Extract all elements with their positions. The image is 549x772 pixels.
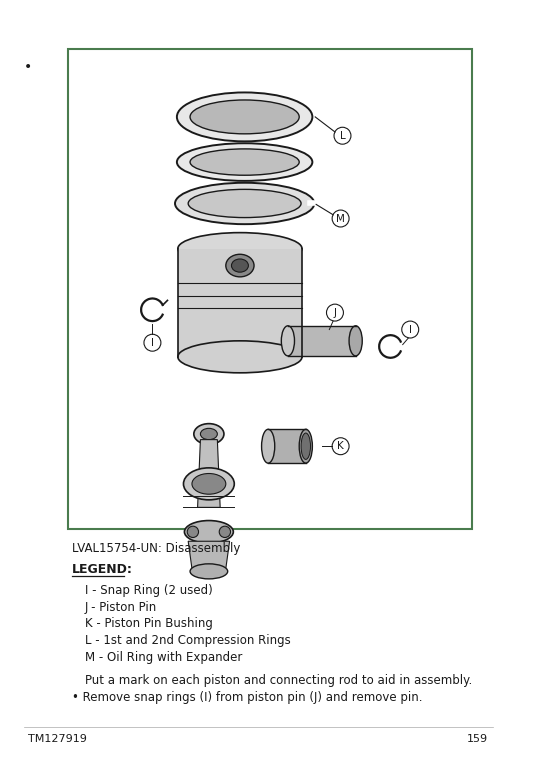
Ellipse shape: [175, 183, 314, 224]
Ellipse shape: [188, 189, 301, 218]
Ellipse shape: [183, 468, 234, 499]
Ellipse shape: [226, 254, 254, 277]
Ellipse shape: [177, 144, 312, 181]
Text: M: M: [336, 214, 345, 224]
Polygon shape: [198, 439, 220, 507]
Ellipse shape: [178, 232, 302, 265]
Ellipse shape: [299, 429, 312, 463]
Ellipse shape: [177, 93, 312, 141]
Ellipse shape: [192, 473, 226, 494]
Text: TM127919: TM127919: [28, 734, 87, 744]
Text: LVAL15754-UN: Disassembly: LVAL15754-UN: Disassembly: [71, 542, 240, 555]
Text: •: •: [24, 60, 32, 74]
Bar: [268, 429, 306, 463]
Text: L: L: [340, 130, 345, 141]
Circle shape: [219, 527, 231, 537]
Text: K - Piston Pin Bushing: K - Piston Pin Bushing: [85, 618, 212, 631]
Text: LEGEND:: LEGEND:: [71, 563, 132, 576]
Text: 159: 159: [467, 734, 488, 744]
Circle shape: [334, 127, 351, 144]
Text: L - 1st and 2nd Compression Rings: L - 1st and 2nd Compression Rings: [85, 635, 290, 648]
Circle shape: [144, 334, 161, 351]
Text: • Remove snap rings (I) from piston pin (J) and remove pin.: • Remove snap rings (I) from piston pin …: [71, 691, 422, 704]
Circle shape: [187, 527, 199, 537]
Text: J - Piston Pin: J - Piston Pin: [85, 601, 157, 614]
Text: I - Snap Ring (2 used): I - Snap Ring (2 used): [85, 584, 212, 597]
Circle shape: [332, 438, 349, 455]
Circle shape: [402, 321, 419, 338]
Ellipse shape: [349, 326, 362, 356]
Ellipse shape: [232, 259, 248, 273]
Bar: [178, 249, 302, 357]
Bar: [288, 326, 356, 356]
Ellipse shape: [301, 433, 311, 459]
Ellipse shape: [194, 424, 224, 445]
Ellipse shape: [190, 100, 299, 134]
Ellipse shape: [178, 340, 302, 373]
Text: M - Oil Ring with Expander: M - Oil Ring with Expander: [85, 652, 242, 665]
Circle shape: [332, 210, 349, 227]
Ellipse shape: [184, 520, 233, 543]
Ellipse shape: [281, 326, 294, 356]
Text: I: I: [409, 324, 412, 334]
Text: I: I: [151, 337, 154, 347]
Text: J: J: [333, 307, 337, 317]
Ellipse shape: [190, 149, 299, 175]
Circle shape: [327, 304, 344, 321]
Text: K: K: [337, 442, 344, 451]
Ellipse shape: [261, 429, 274, 463]
Ellipse shape: [200, 428, 217, 439]
Text: Put a mark on each piston and connecting rod to aid in assembly.: Put a mark on each piston and connecting…: [85, 674, 472, 687]
Ellipse shape: [190, 564, 228, 579]
Bar: [68, 49, 472, 529]
Polygon shape: [188, 541, 229, 568]
